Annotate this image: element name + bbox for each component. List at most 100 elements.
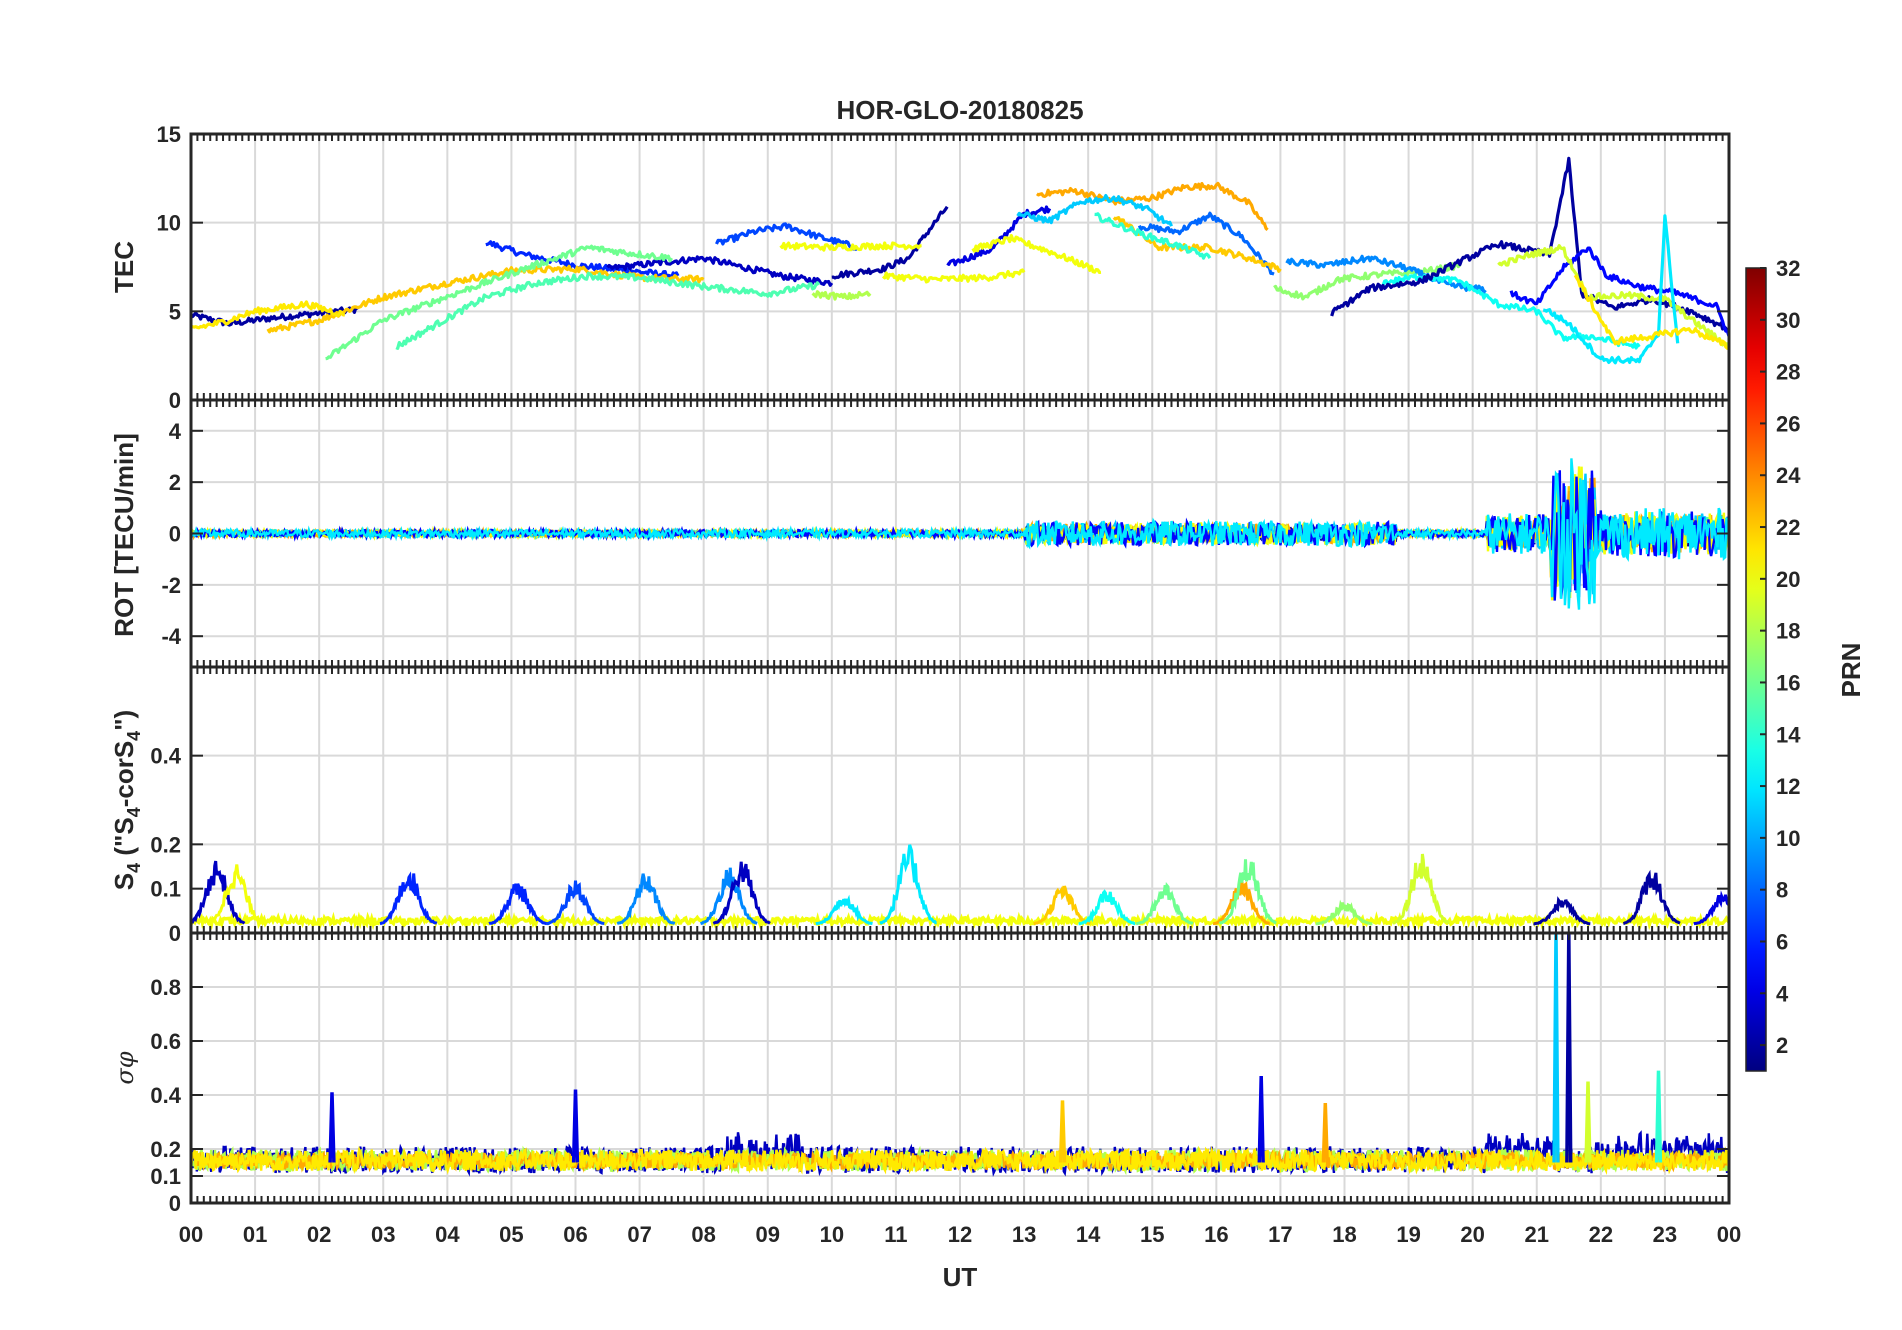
y-tick-label: -2	[161, 573, 181, 598]
x-tick-label: 06	[563, 1222, 587, 1247]
x-tick-label: 23	[1653, 1222, 1677, 1247]
y-tick-label: 0	[169, 1191, 181, 1216]
colorbar-tick-label: 8	[1776, 878, 1788, 903]
s4-burst-prn-3	[712, 861, 771, 925]
colorbar-tick-label: 10	[1776, 826, 1800, 851]
x-tick-label: 15	[1140, 1222, 1164, 1247]
s4-label-end: ")	[109, 710, 139, 731]
s4-burst-prn-20	[206, 864, 266, 925]
x-tick-label: 19	[1396, 1222, 1420, 1247]
y-tick-label: 10	[157, 211, 181, 236]
tec-series-prn-3	[606, 255, 834, 287]
axes-frames	[189, 132, 1731, 1205]
s4-label-tail: -corS	[109, 741, 139, 807]
x-tick-label: 00	[179, 1222, 203, 1247]
x-tick-label: 00	[1717, 1222, 1741, 1247]
x-tick-label: 10	[820, 1222, 844, 1247]
s4-burst-prn-13	[1078, 889, 1136, 926]
x-tick-label: 11	[884, 1222, 907, 1247]
sigma-spike-prn-14	[1654, 1070, 1663, 1163]
s4-burst-prn-2	[1622, 869, 1681, 925]
s4-axis-label: S4 ("S4-corS4")	[109, 710, 144, 890]
tec-series-prn-16	[325, 244, 673, 361]
panel-2-series	[191, 844, 1729, 931]
s4-label-s: S	[109, 873, 139, 890]
x-tick-label: 08	[691, 1222, 715, 1247]
tec-series-prn-8	[1137, 211, 1275, 276]
rot-axis-label: ROT [TECU/min]	[109, 433, 139, 637]
tec-series-prn-7	[715, 222, 859, 251]
s4-burst-prn-9	[616, 873, 676, 925]
s4-burst-prn-6	[488, 883, 547, 926]
x-tick-label: 12	[948, 1222, 972, 1247]
y-tick-label: 0.2	[150, 832, 181, 857]
x-tick-label: 22	[1589, 1222, 1613, 1247]
s4-label-middle: ("S	[109, 817, 139, 863]
colorbar-tick-label: 20	[1776, 567, 1800, 592]
colorbar-tick-label: 6	[1776, 929, 1788, 954]
panel-1-series	[191, 458, 1729, 610]
s4-burst-prn-3	[191, 860, 246, 925]
x-tick-label: 18	[1332, 1222, 1356, 1247]
tick-layer: 051015-4-202400.10.20.400.10.20.40.60.80…	[150, 122, 1741, 1247]
sigma-series-prn-21	[191, 1145, 1729, 1176]
tec-series-prn-21	[191, 300, 345, 330]
y-tick-label: 0.1	[150, 1164, 181, 1189]
x-axis-label: UT	[943, 1262, 978, 1292]
y-tick-label: 0.4	[150, 1083, 181, 1108]
s4-burst-prn-17	[1315, 899, 1373, 926]
y-tick-label: 0.1	[150, 877, 181, 902]
sigma-spike-prn-11	[1552, 933, 1560, 1163]
y-tick-label: 0	[169, 522, 181, 547]
sigma-spike-prn-4	[571, 1089, 580, 1163]
tec-series-prn-11	[1016, 194, 1173, 227]
colorbar-gradient	[1745, 267, 1767, 1072]
y-tick-label: 15	[157, 122, 181, 147]
tec-series-prn-20	[971, 234, 1102, 274]
tec-series-prn-19	[1497, 244, 1729, 348]
y-tick-label: 0.8	[150, 975, 181, 1000]
colorbar-tick-label: 32	[1776, 256, 1800, 281]
x-tick-label: 05	[499, 1222, 523, 1247]
tec-series-prn-9	[1285, 254, 1487, 294]
tec-series-prn-2	[831, 205, 949, 280]
s4-burst-prn-9	[700, 867, 758, 926]
sigma-spike-prn-19	[1584, 1081, 1592, 1163]
x-tick-label: 20	[1460, 1222, 1484, 1247]
s4-burst-prn-16	[1218, 859, 1277, 925]
tec-series-prn-6	[485, 240, 680, 280]
y-tick-label: 5	[169, 299, 181, 324]
s4-burst-prn-4	[1693, 890, 1729, 926]
x-tick-label: 02	[307, 1222, 331, 1247]
colorbar-label: PRN	[1836, 643, 1866, 698]
s4-label-sub: 4	[124, 863, 144, 873]
colorbar-tick-label: 26	[1776, 411, 1800, 436]
s4-burst-prn-7	[546, 880, 605, 926]
y-tick-label: 4	[169, 419, 182, 444]
rot-series-prn-12	[191, 458, 1729, 610]
y-tick-label: -4	[161, 624, 181, 649]
tec-series-prn-5	[1509, 246, 1729, 337]
sigma-spike-prn-2	[1565, 933, 1573, 1163]
colorbar-tick-label: 12	[1776, 774, 1800, 799]
x-tick-label: 07	[627, 1222, 651, 1247]
s4-label-middle-sub: 4	[124, 807, 144, 817]
colorbar-tick-label: 18	[1776, 619, 1800, 644]
colorbar-tick-label: 28	[1776, 360, 1800, 385]
x-tick-label: 14	[1076, 1222, 1101, 1247]
tec-axis-label: TEC	[109, 241, 139, 293]
tec-series-prn-2	[1330, 156, 1729, 333]
x-tick-label: 03	[371, 1222, 395, 1247]
colorbar-tick-label: 24	[1776, 463, 1801, 488]
sigma-spike-prn-23	[1321, 1103, 1329, 1163]
panel-0-series	[191, 156, 1729, 365]
tec-series-prn-17	[1273, 262, 1461, 301]
tec-series-prn-21	[1573, 274, 1729, 350]
s4-baseline-series	[191, 910, 1729, 931]
chart-title: HOR-GLO-20180825	[836, 95, 1083, 125]
tec-series-prn-23	[1035, 181, 1269, 232]
x-tick-label: 13	[1012, 1222, 1036, 1247]
tec-series-prn-18	[811, 290, 872, 301]
x-tick-label: 17	[1268, 1222, 1292, 1247]
